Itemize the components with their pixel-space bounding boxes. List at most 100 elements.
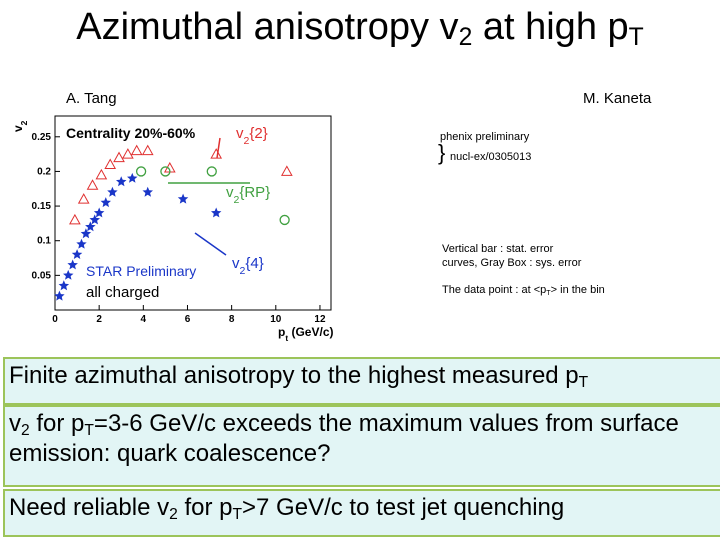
text: for p: [29, 410, 85, 437]
text: p: [278, 325, 285, 339]
legend-label: v2{2}: [236, 125, 268, 147]
point: [76, 238, 87, 249]
y-tick-label: 0.25: [32, 132, 52, 143]
point: [141, 144, 154, 156]
subscript: T: [84, 421, 94, 439]
point: [85, 221, 96, 232]
point: [211, 207, 222, 218]
subscript: T: [232, 505, 243, 523]
subscript: 2: [19, 120, 29, 125]
text: =3-6 GeV/c exceeds the maximum values fr…: [9, 410, 679, 467]
error-note: Vertical bar : stat. error: [442, 243, 554, 255]
point-note: The data point : at <pT> in the bin: [442, 283, 612, 297]
point: [177, 193, 189, 204]
point: [80, 228, 92, 239]
point: [279, 214, 290, 226]
subscript: 2: [240, 265, 246, 277]
author-right: M. Kaneta: [583, 90, 652, 107]
bullet: v2 for pT=3-6 GeV/c exceeds the maximum …: [3, 405, 720, 487]
slide-title: Azimuthal anisotropy v2 at high pT: [0, 6, 720, 52]
y-tick-label: 0.05: [32, 270, 52, 281]
annotation: Centrality 20%-60%: [66, 125, 196, 141]
subscript: 2: [458, 24, 473, 52]
y-tick-label: 0.15: [32, 201, 52, 212]
x-tick-label: 12: [314, 314, 326, 325]
text: > in the bin: [550, 284, 605, 296]
legend-label: v2{4}: [232, 255, 264, 277]
point: [104, 158, 117, 169]
subscript: t: [285, 333, 288, 343]
point: [71, 249, 83, 259]
point: [160, 166, 171, 177]
text: Azimuthal anisotropy v: [76, 6, 459, 48]
subscript: T: [546, 288, 551, 297]
point: [95, 168, 108, 180]
y-axis-label: v2: [11, 120, 29, 132]
text: >7 GeV/c to test jet quenching: [242, 494, 565, 521]
subscript: 2: [169, 505, 178, 523]
point: [100, 197, 111, 208]
text: (GeV/c): [288, 325, 333, 339]
point: [280, 165, 293, 176]
bullet: Finite azimuthal anisotropy to the highe…: [3, 357, 720, 405]
text: v: [9, 410, 21, 437]
point: [130, 144, 143, 156]
legend-label: v2{RP}: [226, 184, 270, 206]
text: Finite azimuthal anisotropy to the highe…: [9, 362, 579, 389]
error-note: curves, Gray Box : sys. error: [442, 257, 582, 269]
point: [86, 179, 99, 190]
subscript: 2: [21, 421, 30, 439]
text: v: [232, 255, 240, 272]
point: [63, 269, 74, 280]
subscript: 2: [234, 194, 240, 206]
point: [210, 148, 223, 159]
text: {4}: [245, 255, 263, 272]
x-tick-label: 10: [270, 314, 282, 325]
point: [116, 176, 127, 187]
point: [67, 259, 78, 270]
point: [142, 186, 153, 197]
phenix-note: phenix preliminary: [440, 131, 530, 143]
x-tick-label: 0: [52, 314, 58, 325]
x-tick-label: 6: [185, 314, 191, 325]
point: [54, 290, 65, 301]
bullet: Need reliable v2 for pT>7 GeV/c to test …: [3, 489, 720, 537]
point: [89, 214, 100, 225]
arrow: [216, 137, 221, 159]
point: [93, 207, 105, 218]
annotation: all charged: [86, 284, 159, 301]
point: [206, 166, 217, 177]
point: [127, 172, 138, 183]
x-tick-label: 8: [229, 314, 235, 325]
y-tick-label: 0.1: [37, 236, 51, 247]
brace: }: [438, 140, 446, 165]
text: {2}: [249, 125, 267, 142]
author-left: A. Tang: [66, 90, 117, 107]
arrow: [194, 232, 227, 256]
text: Need reliable v: [9, 494, 170, 521]
point: [135, 166, 147, 177]
annotation: STAR Preliminary: [86, 263, 196, 279]
text: at high p: [472, 6, 629, 48]
plot-frame: [54, 115, 332, 311]
x-tick-label: 4: [141, 314, 147, 325]
text: v: [226, 184, 234, 201]
point: [107, 186, 118, 197]
subscript: T: [578, 373, 589, 391]
text: The data point : at <p: [442, 284, 547, 296]
text: v: [236, 125, 244, 142]
x-tick-label: 2: [96, 314, 102, 325]
point: [69, 213, 81, 225]
text: v: [11, 125, 25, 132]
point: [122, 148, 134, 159]
reference: nucl-ex/0305013: [450, 151, 532, 163]
y-tick-label: 0.2: [37, 166, 51, 177]
subscript: 2: [244, 135, 250, 147]
x-axis-label: pt (GeV/c): [278, 325, 334, 343]
text: {RP}: [239, 184, 270, 201]
point: [58, 280, 70, 291]
text: for p: [177, 494, 233, 521]
subscript: T: [628, 24, 644, 52]
